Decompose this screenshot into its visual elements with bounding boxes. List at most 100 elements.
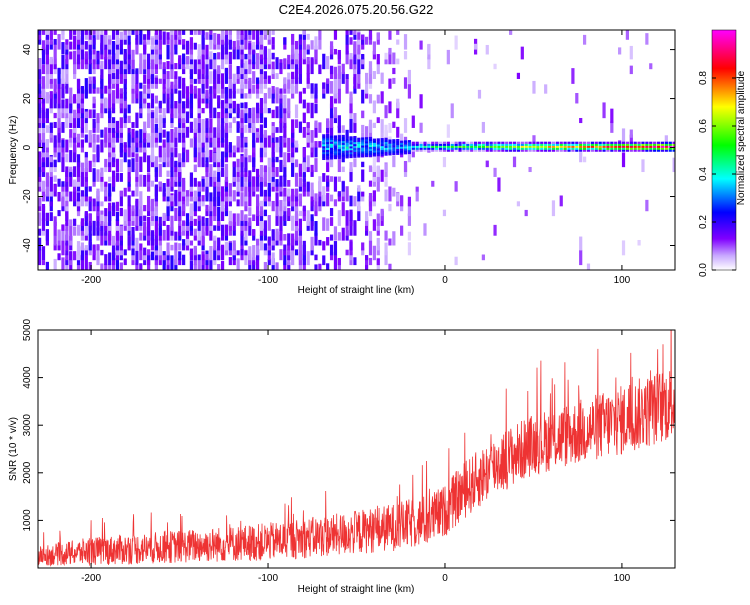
heatmap-cell <box>108 202 112 212</box>
heatmap-cell <box>512 141 517 144</box>
heatmap-cell <box>224 241 229 251</box>
heatmap-cell <box>571 145 575 148</box>
heatmap-cell <box>333 77 338 94</box>
heatmap-cell <box>563 149 567 152</box>
heatmap-cell <box>322 53 326 70</box>
heatmap-cell <box>228 77 232 89</box>
heatmap-cell <box>178 30 182 35</box>
heatmap-cell <box>150 147 155 163</box>
heatmap-cell <box>255 53 260 60</box>
heatmap-cell <box>193 128 197 138</box>
heatmap-cell <box>384 143 388 146</box>
heatmap-cell <box>131 137 135 153</box>
heatmap-cell <box>197 118 201 133</box>
heatmap-cell <box>49 126 53 133</box>
heatmap-cell <box>209 200 213 212</box>
heatmap-cell <box>224 208 229 217</box>
heatmap-cell <box>111 107 116 114</box>
heatmap-cell <box>182 177 186 192</box>
heatmap-cell <box>232 145 236 153</box>
heatmap-cell <box>271 86 275 94</box>
heatmap-cell <box>252 61 256 70</box>
heatmap-cell <box>364 148 369 152</box>
heatmap-cell <box>213 57 217 70</box>
heatmap-cell <box>520 147 524 150</box>
heatmap-cell <box>575 147 579 150</box>
heatmap-cell <box>396 98 400 109</box>
heatmap-cell <box>314 197 318 212</box>
heatmap-cell <box>224 42 229 50</box>
heatmap-cell <box>450 145 454 148</box>
heatmap-cell <box>154 184 158 197</box>
heatmap-cell <box>220 161 225 168</box>
heatmap-cell <box>104 181 108 187</box>
heatmap-cell <box>633 149 637 152</box>
heatmap-cell <box>127 159 131 168</box>
heatmap-cell <box>345 210 349 226</box>
heatmap-cell <box>61 181 65 187</box>
snr-x-tick-label: -100 <box>258 573 278 584</box>
heatmap-cell <box>73 179 77 187</box>
heatmap-cell <box>668 141 672 144</box>
heatmap-cell <box>497 149 501 152</box>
heatmap-cell <box>201 83 205 94</box>
heatmap-cell <box>656 147 661 150</box>
heatmap-cell <box>357 149 361 152</box>
heatmap-cell <box>178 171 182 177</box>
colorbar-tick-label: 0.8 <box>698 71 709 85</box>
heatmap-cell <box>326 237 330 246</box>
heatmap-cell <box>96 213 100 222</box>
heatmap-cell <box>205 54 209 60</box>
heatmap-cell <box>240 67 244 75</box>
heatmap-cell <box>57 87 61 104</box>
heatmap-cell <box>162 255 166 261</box>
heatmap-cell <box>551 141 556 144</box>
heatmap-cell <box>189 138 194 148</box>
heatmap-cell <box>489 147 493 150</box>
heatmap-cell <box>80 58 85 70</box>
heatmap-cell <box>310 58 314 75</box>
heatmap-cell <box>388 30 392 40</box>
heatmap-cell <box>267 87 271 99</box>
heatmap-cell <box>384 145 388 148</box>
heatmap-cell <box>158 118 162 133</box>
heatmap-cell <box>547 147 552 150</box>
heatmap-cell <box>131 217 135 226</box>
heatmap-cell <box>111 241 116 256</box>
heatmap-cell <box>41 30 46 35</box>
heatmap-cell <box>470 147 474 150</box>
heatmap-cell <box>182 147 186 163</box>
heatmap-cell <box>53 84 57 94</box>
heatmap-cell <box>372 156 376 173</box>
heatmap-cell <box>146 254 151 261</box>
heatmap-cell <box>333 199 338 207</box>
heatmap-cell <box>217 164 221 173</box>
heatmap-cell <box>228 183 232 197</box>
heatmap-cell <box>333 48 338 55</box>
heatmap-cell <box>664 147 668 150</box>
heatmap-cell <box>567 141 571 144</box>
heatmap-cell <box>329 137 334 140</box>
heatmap-cell <box>143 174 147 187</box>
heatmap-cell <box>259 210 264 217</box>
heatmap-cell <box>166 88 170 94</box>
heatmap-cell <box>236 158 240 168</box>
heatmap-cell <box>45 151 49 158</box>
heatmap-cell <box>388 78 392 89</box>
heatmap-cell <box>80 171 85 187</box>
heatmap-cell <box>65 45 69 55</box>
heatmap-cell <box>454 143 458 146</box>
heatmap-cell <box>139 141 143 148</box>
heatmap-cell <box>283 244 287 251</box>
heatmap-cell <box>80 190 85 197</box>
heatmap-cell <box>38 86 42 94</box>
heatmap-cell <box>41 153 46 163</box>
heatmap-cell <box>602 141 606 144</box>
heatmap-cell <box>49 131 53 138</box>
heatmap-cell <box>337 232 341 241</box>
heatmap-cell <box>69 115 73 124</box>
colorbar: 0.00.20.40.60.8 Normalized spectral ampl… <box>698 29 747 277</box>
heatmap-cell <box>625 147 630 150</box>
heatmap-cell <box>84 245 88 251</box>
heatmap-cell <box>53 58 57 65</box>
